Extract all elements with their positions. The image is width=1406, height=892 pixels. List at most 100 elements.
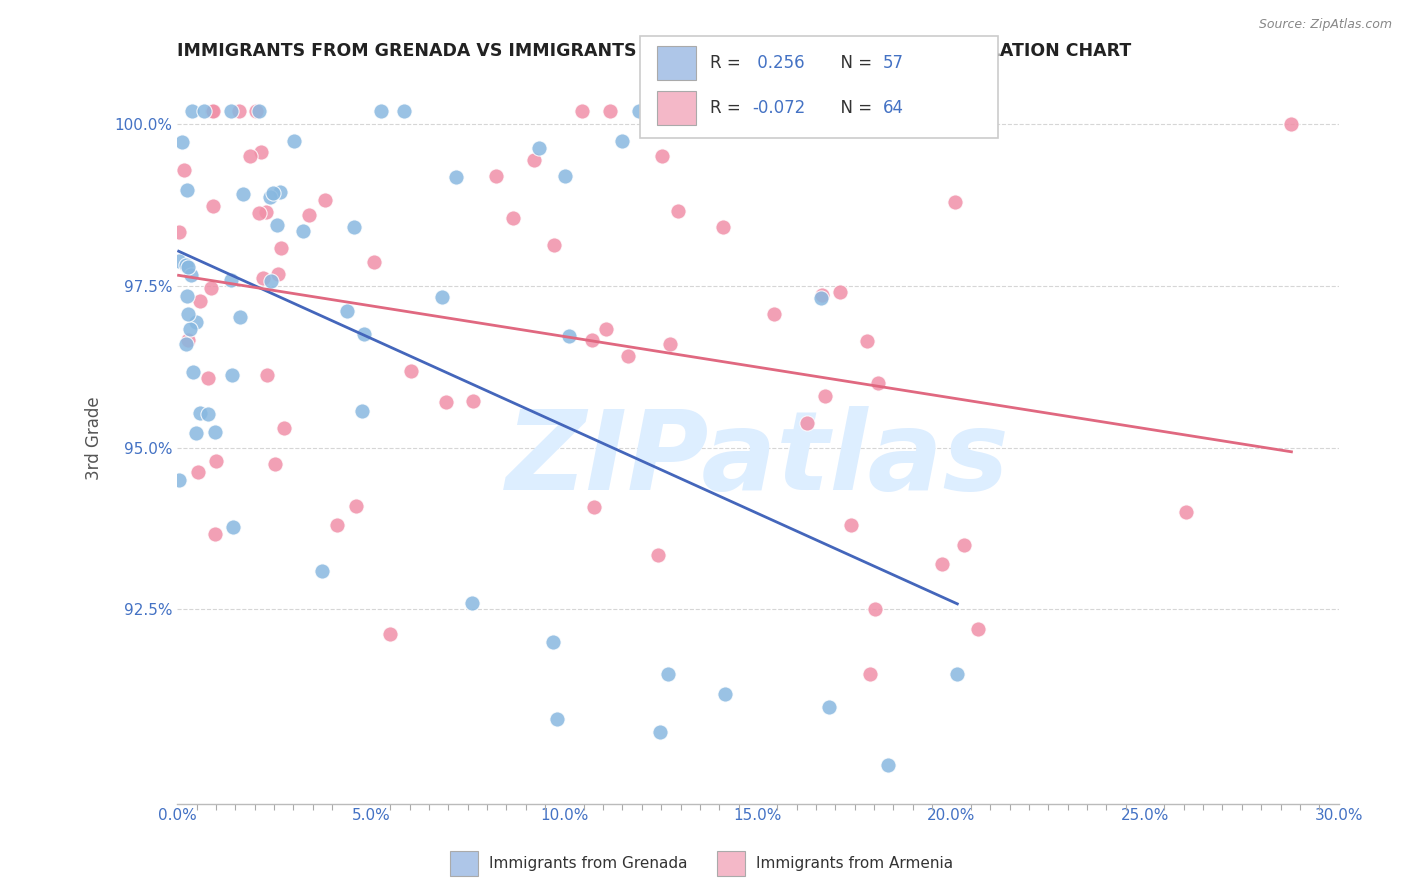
Point bbox=[176, 183, 198, 197]
Text: 57: 57 bbox=[883, 54, 904, 72]
Point bbox=[461, 596, 484, 610]
Point bbox=[658, 337, 681, 351]
Point bbox=[167, 473, 190, 487]
Point bbox=[254, 205, 277, 219]
Point bbox=[221, 368, 243, 382]
Point bbox=[558, 329, 581, 343]
Point bbox=[173, 162, 195, 177]
Point bbox=[546, 713, 568, 727]
Point bbox=[259, 189, 281, 203]
Point bbox=[581, 333, 603, 347]
Text: N =: N = bbox=[830, 99, 877, 117]
Point bbox=[650, 725, 672, 739]
Point bbox=[252, 270, 274, 285]
Point bbox=[543, 635, 565, 649]
Point bbox=[543, 237, 565, 252]
Point bbox=[350, 403, 373, 417]
Point bbox=[200, 281, 222, 295]
Text: Immigrants from Grenada: Immigrants from Grenada bbox=[489, 856, 688, 871]
Point bbox=[966, 622, 988, 636]
Point bbox=[336, 304, 359, 318]
Point bbox=[167, 253, 190, 268]
Point bbox=[583, 500, 606, 515]
Point bbox=[188, 293, 211, 308]
Text: Source: ZipAtlas.com: Source: ZipAtlas.com bbox=[1258, 18, 1392, 31]
Point bbox=[314, 193, 336, 207]
Point bbox=[1175, 505, 1198, 519]
Point bbox=[863, 602, 886, 616]
Point bbox=[810, 292, 832, 306]
Point bbox=[311, 564, 333, 578]
Point bbox=[266, 218, 288, 232]
Point bbox=[811, 288, 834, 302]
Point bbox=[931, 558, 953, 572]
Point bbox=[839, 518, 862, 533]
Point bbox=[943, 195, 966, 210]
Point bbox=[256, 368, 278, 383]
Text: 64: 64 bbox=[883, 99, 904, 117]
Point bbox=[260, 274, 283, 288]
Point bbox=[796, 416, 818, 430]
Point bbox=[180, 268, 202, 282]
Point bbox=[201, 104, 224, 119]
Point bbox=[273, 421, 295, 435]
Point bbox=[193, 104, 215, 119]
Point bbox=[247, 104, 270, 119]
Point bbox=[181, 104, 204, 119]
Point bbox=[432, 290, 454, 304]
Point bbox=[343, 219, 366, 234]
Point bbox=[595, 322, 617, 336]
Point bbox=[952, 538, 974, 552]
Point bbox=[711, 219, 734, 234]
Point bbox=[444, 170, 467, 185]
Point bbox=[197, 408, 219, 422]
Point bbox=[184, 426, 207, 441]
Point bbox=[353, 327, 375, 342]
Point bbox=[370, 104, 392, 119]
Point bbox=[666, 204, 689, 219]
Point bbox=[856, 334, 879, 349]
Point bbox=[378, 626, 401, 640]
Point bbox=[204, 425, 226, 440]
Text: IMMIGRANTS FROM GRENADA VS IMMIGRANTS FROM ARMENIA 3RD GRADE CORRELATION CHART: IMMIGRANTS FROM GRENADA VS IMMIGRANTS FR… bbox=[177, 42, 1132, 60]
Text: Immigrants from Armenia: Immigrants from Armenia bbox=[756, 856, 953, 871]
Point bbox=[176, 288, 198, 302]
Point bbox=[239, 148, 262, 162]
Point bbox=[270, 241, 292, 255]
Point bbox=[363, 255, 385, 269]
Point bbox=[250, 145, 273, 160]
Point bbox=[485, 169, 508, 183]
Point bbox=[877, 757, 900, 772]
Point bbox=[599, 104, 621, 119]
Point bbox=[344, 499, 367, 513]
Y-axis label: 3rd Grade: 3rd Grade bbox=[86, 396, 103, 480]
Point bbox=[866, 376, 889, 390]
Text: 0.256: 0.256 bbox=[752, 54, 804, 72]
Point bbox=[263, 457, 285, 471]
Point bbox=[177, 306, 200, 320]
Point bbox=[247, 205, 270, 219]
Point bbox=[292, 224, 315, 238]
Point bbox=[188, 406, 211, 420]
Point bbox=[181, 365, 204, 379]
Point bbox=[262, 186, 284, 201]
Point bbox=[232, 187, 254, 202]
Point bbox=[186, 315, 208, 329]
Point bbox=[245, 104, 267, 119]
Text: ZIPatlas: ZIPatlas bbox=[506, 407, 1010, 514]
Point bbox=[762, 307, 785, 321]
Text: N =: N = bbox=[830, 54, 877, 72]
Point bbox=[204, 454, 226, 468]
Point bbox=[298, 208, 321, 222]
Point bbox=[221, 104, 243, 119]
Point bbox=[222, 520, 245, 534]
Point bbox=[197, 371, 219, 385]
Point bbox=[554, 169, 576, 183]
Point bbox=[201, 199, 224, 213]
Point bbox=[204, 527, 226, 541]
Point bbox=[647, 549, 669, 563]
Text: R =: R = bbox=[710, 99, 747, 117]
Point bbox=[228, 104, 250, 119]
Point bbox=[172, 135, 194, 149]
Point bbox=[527, 141, 550, 155]
